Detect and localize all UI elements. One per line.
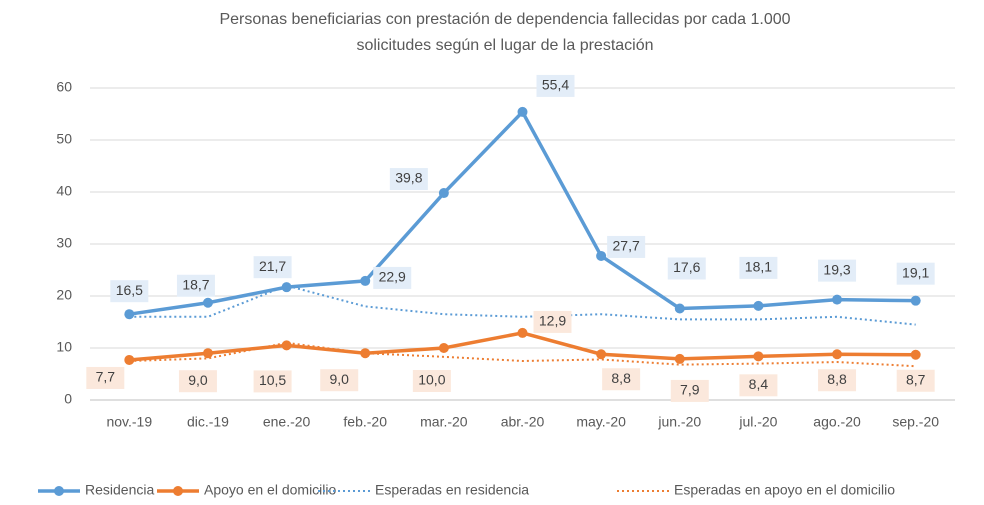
y-tick-label: 0 <box>64 391 72 407</box>
point <box>517 106 528 117</box>
data-label: 10,5 <box>259 372 286 388</box>
label-bg <box>602 368 641 391</box>
y-tick-label: 10 <box>56 339 72 355</box>
label-bg <box>320 369 359 392</box>
y-tick-label: 40 <box>56 183 72 199</box>
point <box>910 295 921 306</box>
data-label: 8,8 <box>611 370 631 386</box>
label-bg <box>412 370 451 392</box>
x-tick-label: feb.-20 <box>343 414 387 430</box>
legend-label: Esperadas en apoyo en el domicilio <box>674 482 895 498</box>
y-tick-label: 50 <box>56 131 72 147</box>
data-label: 9,0 <box>329 371 349 387</box>
point <box>674 353 685 364</box>
x-tick-label: jun.-20 <box>657 414 701 430</box>
data-label: 19,3 <box>823 261 850 277</box>
label-bg <box>253 370 292 393</box>
data-label: 9,0 <box>188 372 208 388</box>
point <box>832 349 843 360</box>
label-bg <box>739 256 778 279</box>
point <box>832 294 843 305</box>
legend-marker <box>54 486 64 496</box>
label-bg <box>176 274 215 297</box>
label-bg <box>818 259 857 282</box>
legend-label: Residencia <box>85 482 154 498</box>
data-label: 12,9 <box>539 313 566 329</box>
x-tick-label: ene.-20 <box>263 414 311 430</box>
series-line <box>129 284 916 326</box>
data-label: 10,0 <box>418 372 445 388</box>
data-label: 16,5 <box>116 282 143 298</box>
label-bg <box>896 262 935 285</box>
x-tick-label: jul.-20 <box>738 414 777 430</box>
data-label: 21,7 <box>259 258 286 274</box>
y-tick-label: 60 <box>56 79 72 95</box>
data-label: 55,4 <box>542 77 569 93</box>
label-bg <box>533 310 572 333</box>
point <box>596 250 607 261</box>
chart-title: solicitudes según el lugar de la prestac… <box>356 37 653 54</box>
label-bg <box>178 370 217 393</box>
point <box>438 188 449 199</box>
x-tick-label: mar.-20 <box>420 414 468 430</box>
data-label: 17,6 <box>673 259 700 275</box>
point <box>360 275 371 286</box>
label-bg <box>818 369 857 392</box>
data-label: 8,7 <box>906 371 926 387</box>
point <box>674 303 685 314</box>
point <box>202 348 213 359</box>
data-label: 7,9 <box>680 382 700 398</box>
legend-label: Apoyo en el domicilio <box>204 482 337 498</box>
data-label: 19,1 <box>902 264 929 280</box>
data-label: 27,7 <box>613 238 640 254</box>
point <box>596 349 607 360</box>
chart-title: Personas beneficiarias con prestación de… <box>219 11 790 28</box>
label-bg <box>389 168 428 191</box>
x-tick-label: dic.-19 <box>187 414 229 430</box>
point <box>517 327 528 338</box>
label-bg <box>373 266 412 289</box>
x-tick-label: sep.-20 <box>892 414 939 430</box>
legend-marker <box>173 486 183 496</box>
series-line <box>129 341 916 368</box>
point <box>438 343 449 353</box>
y-tick-label: 30 <box>56 235 72 251</box>
label-bg <box>896 369 935 392</box>
data-label: 22,9 <box>379 269 406 285</box>
label-bg <box>110 280 149 303</box>
point <box>124 309 135 320</box>
point <box>281 282 292 293</box>
label-bg <box>253 256 292 279</box>
data-label: 18,7 <box>182 276 209 292</box>
y-tick-label: 20 <box>56 287 72 303</box>
point <box>124 354 135 365</box>
label-bg <box>536 74 575 97</box>
label-bg <box>739 374 778 397</box>
legend-label: Esperadas en residencia <box>375 482 529 498</box>
label-bg <box>667 257 706 280</box>
label-bg <box>607 235 646 258</box>
data-label: 8,4 <box>749 376 769 392</box>
data-label: 8,8 <box>827 371 847 387</box>
point <box>281 340 292 351</box>
label-bg <box>86 366 125 389</box>
point <box>753 351 764 362</box>
data-label: 7,7 <box>96 369 116 385</box>
point <box>753 300 764 311</box>
point <box>360 348 371 359</box>
data-label: 39,8 <box>395 170 422 186</box>
x-tick-label: abr.-20 <box>501 414 545 430</box>
data-label: 18,1 <box>745 259 772 275</box>
point <box>202 297 213 308</box>
series-line <box>129 108 916 316</box>
x-tick-label: may.-20 <box>576 414 626 430</box>
x-tick-label: nov.-19 <box>106 414 152 430</box>
x-tick-label: ago.-20 <box>813 414 861 430</box>
point <box>910 349 921 360</box>
label-bg <box>670 379 709 402</box>
